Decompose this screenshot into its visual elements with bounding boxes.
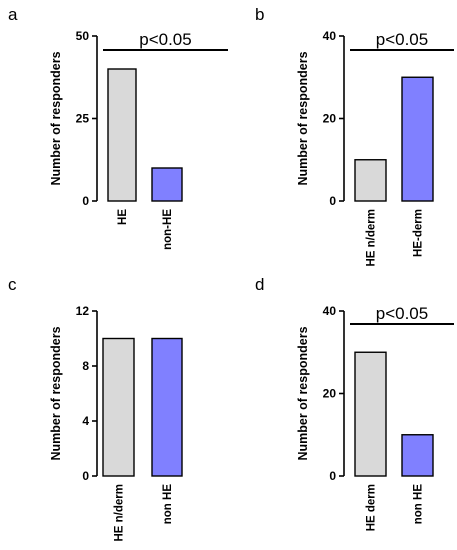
bar-he-derm — [354, 351, 387, 477]
bar-he-derm — [401, 76, 434, 202]
y-tick-label: 40 — [323, 29, 337, 43]
y-axis-label: Number of responders — [296, 51, 310, 185]
y-axis-label: Number of responders — [49, 51, 63, 185]
panel-letter: d — [255, 275, 264, 294]
y-tick-label: 0 — [82, 194, 89, 208]
x-tick-label: HE — [117, 209, 129, 225]
x-tick-label: HE n/derm — [366, 209, 378, 267]
y-tick-label: 40 — [323, 304, 337, 318]
x-tick-label: non HE — [162, 484, 174, 525]
y-tick-label: 0 — [329, 469, 336, 483]
significance-label: p<0.05 — [376, 304, 428, 323]
panel-c: c Number of responders 0 4 8 12 HE n/derm non H… — [8, 275, 183, 542]
y-tick-label: 0 — [82, 469, 89, 483]
panel-letter: c — [8, 275, 17, 294]
bar-he-n-derm — [102, 337, 135, 477]
panel-b: b Number of responders 0 20 40 HE n/derm HE-de… — [255, 5, 454, 267]
y-axis-label: Number of responders — [296, 326, 310, 460]
y-tick-label: 4 — [82, 414, 89, 428]
y-tick-label: 20 — [323, 387, 337, 401]
bar-non-he — [151, 167, 183, 202]
x-tick-label: non-HE — [162, 209, 174, 250]
bar-he-n-derm — [354, 159, 387, 202]
y-tick-label: 25 — [76, 112, 90, 126]
y-tick-label: 0 — [329, 194, 336, 208]
x-tick-label: non HE — [413, 484, 425, 525]
bar-non-he — [401, 434, 434, 477]
x-tick-label: HE derm — [366, 484, 378, 531]
y-tick-label: 12 — [76, 304, 90, 318]
y-tick-label: 50 — [76, 29, 90, 43]
bar-he — [107, 68, 137, 202]
bar-non-he — [151, 337, 183, 477]
y-tick-label: 20 — [323, 112, 337, 126]
significance-label: p<0.05 — [139, 30, 191, 49]
panel-a: a Number of responders 0 25 50 HE non-HE p<0.05 — [8, 5, 228, 250]
y-tick-label: 8 — [82, 359, 89, 373]
x-tick-label: HE-derm — [413, 209, 425, 257]
y-axis-label: Number of responders — [49, 326, 63, 460]
x-tick-label: HE n/derm — [114, 484, 126, 542]
panel-letter: b — [255, 5, 264, 24]
panel-d: d Number of responders 0 20 40 HE derm non HE p… — [255, 275, 454, 531]
panel-letter: a — [8, 5, 18, 24]
significance-label: p<0.05 — [376, 30, 428, 49]
